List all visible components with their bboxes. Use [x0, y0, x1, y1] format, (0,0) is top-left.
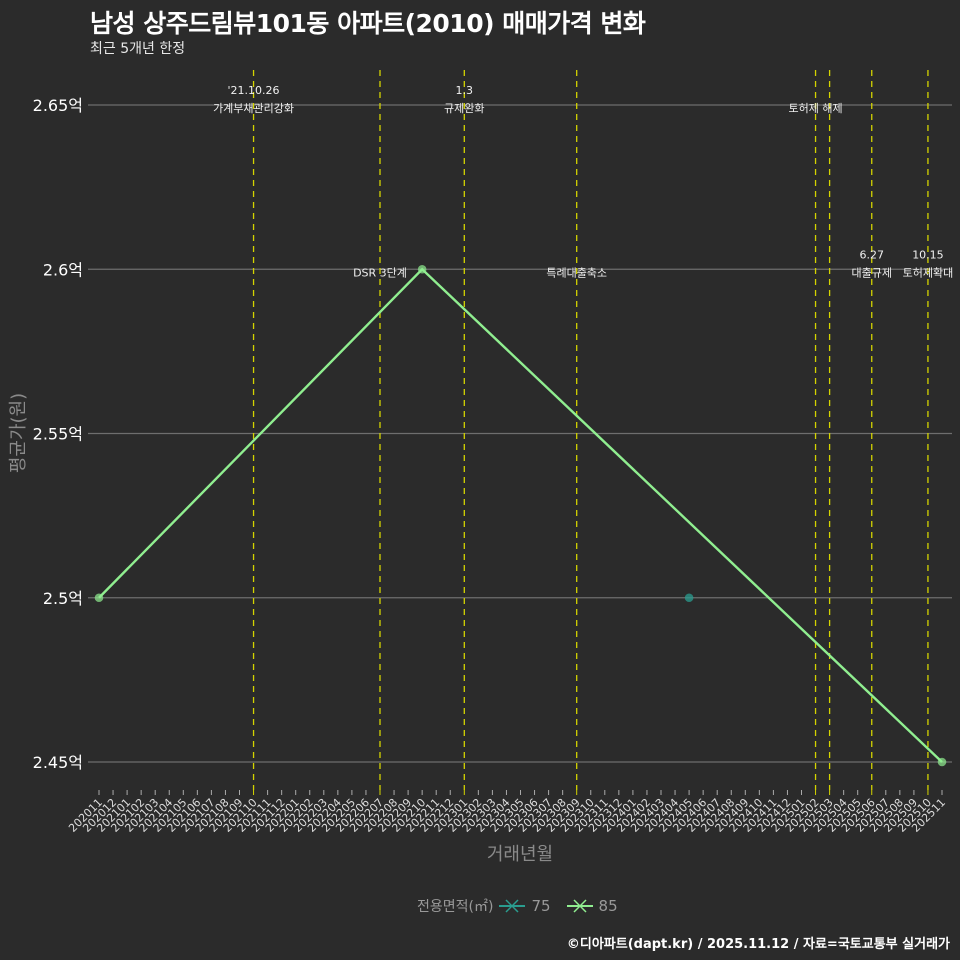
credit-text: ©디아파트(dapt.kr) / 2025.11.12 / 자료=국토교통부 실…: [566, 937, 950, 952]
y-tick-label: 2.6억: [43, 260, 83, 279]
y-tick-label: 2.55억: [33, 425, 83, 444]
annotation-label: 가계부채관리강화: [213, 102, 294, 115]
chart-subtitle: 최근 5개년 한정: [90, 41, 186, 57]
legend-label-85: 85: [598, 897, 618, 915]
legend-swatch-75-icon: [499, 899, 526, 913]
data-point[interactable]: [937, 757, 947, 767]
legend-label-75: 75: [531, 897, 551, 915]
annotation-label: 대출규제: [852, 266, 892, 279]
annotation-date: 1.3: [456, 84, 474, 97]
y-tick-label: 2.5억: [43, 589, 83, 608]
annotation-date: 10.15: [912, 248, 944, 261]
y-tick-label: 2.45억: [33, 753, 83, 772]
chart-title: 남성 상주드림뷰101동 아파트(2010) 매매가격 변화: [90, 9, 646, 38]
x-axis-title: 거래년월: [487, 844, 553, 865]
annotation-date: 6.27: [860, 248, 885, 261]
annotation-label: 특례대출축소: [546, 266, 607, 279]
legend: 전용면적(㎡) 75 85: [417, 896, 628, 916]
legend-title: 전용면적(㎡): [417, 899, 494, 915]
annotation-label: 토허제 해제: [788, 101, 842, 115]
data-point[interactable]: [94, 593, 104, 603]
data-point[interactable]: [417, 264, 427, 274]
annotation-label: DSR 3단계: [353, 266, 407, 279]
y-axis-title: 평균가(원): [8, 393, 29, 473]
y-tick-label: 2.65억: [33, 96, 83, 115]
legend-swatch-85-icon: [566, 899, 593, 913]
annotation-date: '21.10.26: [228, 84, 280, 97]
data-point[interactable]: [684, 593, 694, 603]
annotation-label: 토허제확대: [903, 266, 954, 279]
annotation-label: 규제완화: [444, 102, 484, 115]
